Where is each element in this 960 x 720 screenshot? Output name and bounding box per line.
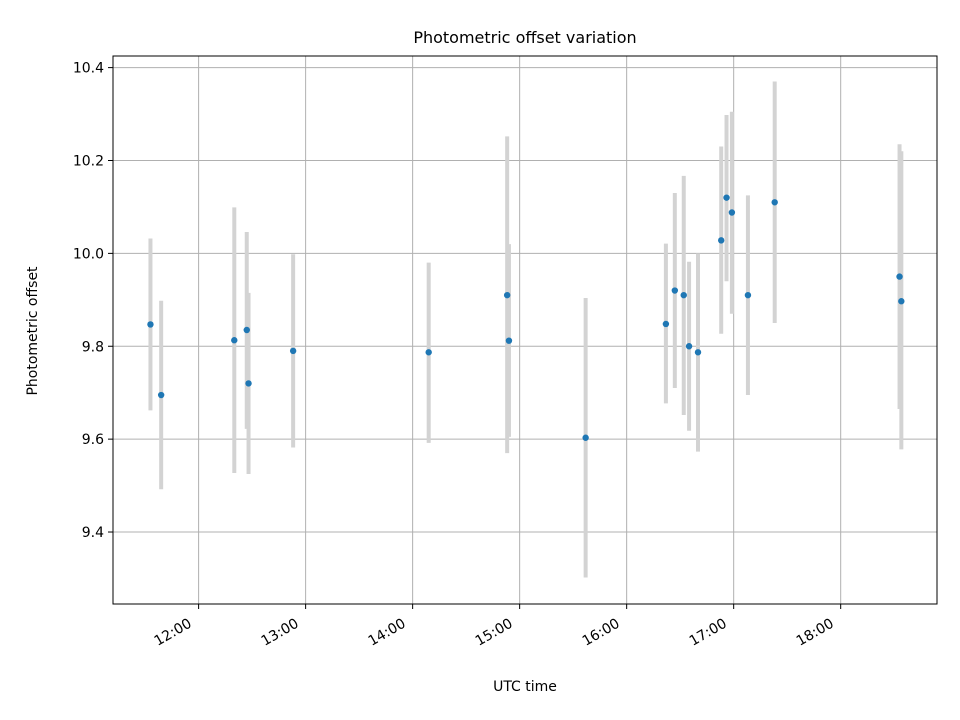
data-point	[289, 347, 297, 355]
y-tick-label: 9.8	[82, 339, 104, 355]
data-point	[425, 349, 432, 356]
data-points	[147, 194, 905, 441]
data-point	[723, 194, 730, 201]
x-axis-label: UTC time	[493, 679, 557, 695]
data-point	[744, 291, 752, 299]
data-point	[717, 237, 725, 244]
data-point	[896, 273, 903, 280]
data-point	[243, 326, 250, 334]
y-tick-label: 10.2	[73, 153, 104, 169]
data-point	[147, 321, 154, 328]
y-tick-label: 9.6	[82, 432, 104, 448]
chart-title: Photometric offset variation	[413, 28, 636, 47]
plot-area-frame	[112, 55, 938, 605]
data-point	[685, 343, 693, 350]
data-point	[680, 291, 687, 299]
data-point	[728, 209, 736, 216]
data-point	[671, 287, 679, 294]
y-tick-label: 9.4	[82, 525, 104, 541]
y-axis-label: Photometric offset	[25, 266, 41, 396]
y-tick-label: 10.4	[73, 61, 104, 77]
data-point	[582, 434, 589, 441]
data-point	[503, 291, 511, 299]
data-point	[662, 320, 670, 328]
data-point	[898, 298, 905, 305]
data-point	[245, 380, 252, 387]
y-tick-label: 10.0	[73, 246, 104, 262]
y-axis-ticks: 9.4 9.6 9.8 10.0 10.2 10.4	[73, 61, 113, 541]
data-point	[771, 199, 778, 206]
data-point	[505, 337, 513, 344]
data-point	[694, 349, 702, 356]
data-point	[157, 391, 165, 399]
data-point	[231, 337, 238, 344]
